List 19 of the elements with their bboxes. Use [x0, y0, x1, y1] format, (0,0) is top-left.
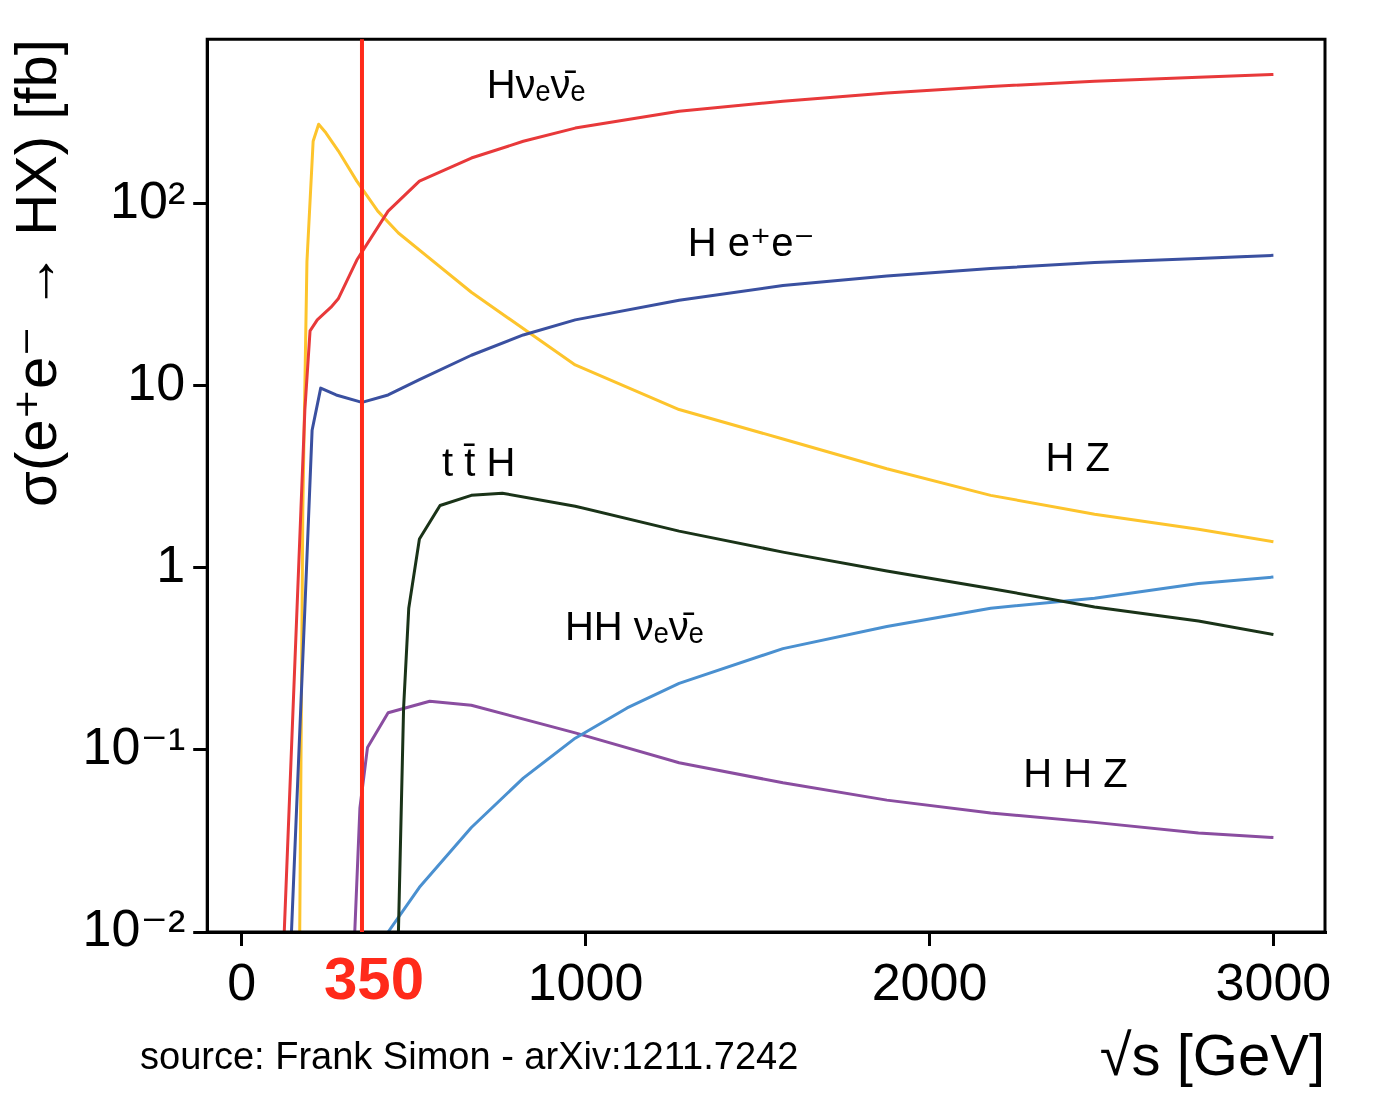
y-tick-label: 10²: [110, 170, 186, 229]
source-note: source: Frank Simon - arXiv:1211.7242: [140, 1035, 799, 1077]
series-label: HH νₑν̄ₑ: [564, 604, 704, 649]
x-tick-label: 0: [227, 952, 257, 1011]
series-label: H Z: [1045, 434, 1110, 479]
ref-line-label: 350: [323, 944, 425, 1012]
y-axis-title: σ(e⁺e⁻ → HX) [fb]: [2, 39, 68, 507]
series-label: Hνₑν̄ₑ: [486, 61, 586, 106]
y-tick-label: 10⁻²: [82, 899, 186, 958]
x-tick-label: 1000: [527, 952, 644, 1011]
x-tick-label: 2000: [871, 952, 988, 1011]
series-label: H H Z: [1023, 750, 1128, 795]
y-tick-label: 10: [127, 353, 186, 412]
y-tick-label: 1: [156, 535, 186, 594]
series-label: t t̄ H: [441, 440, 516, 485]
series-label: H e⁺e⁻: [687, 219, 815, 264]
x-axis-title: √s [GeV]: [1099, 1022, 1325, 1088]
x-tick-label: 3000: [1215, 952, 1332, 1011]
y-tick-label: 10⁻¹: [82, 717, 186, 776]
